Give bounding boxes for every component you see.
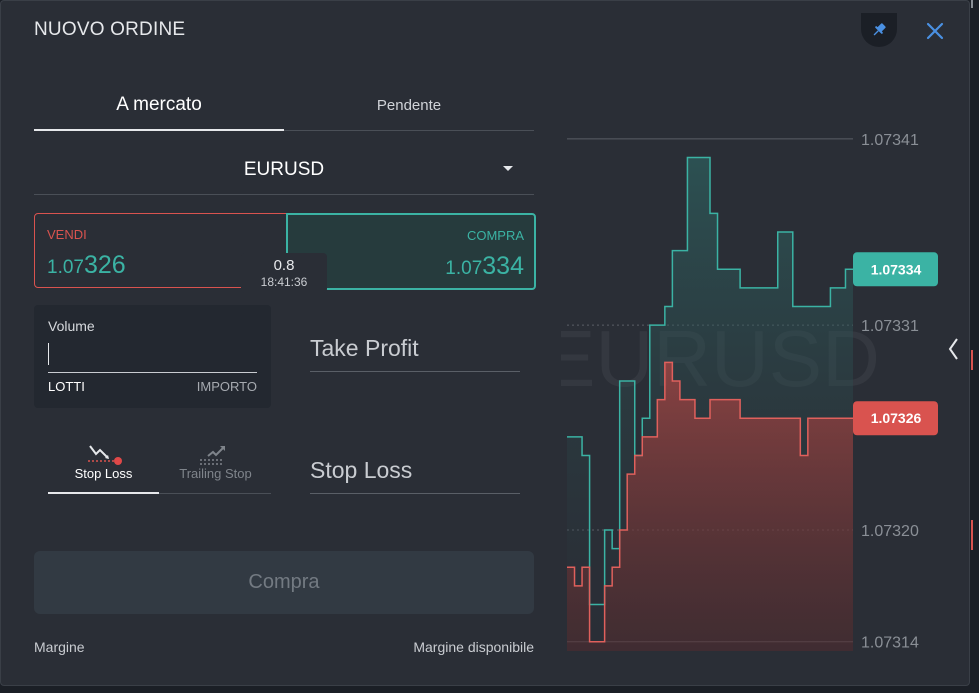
chevron-left-icon[interactable] [946, 337, 962, 361]
sell-series-line [567, 361, 853, 643]
tab-pending[interactable]: Pendente [376, 96, 442, 114]
buy-price-prefix: 1.07 [445, 258, 483, 279]
spread-badge: 0.8 18:41:36 [241, 253, 327, 293]
spread-value: 0.8 [273, 257, 295, 274]
buy-price-tag-bg [853, 252, 938, 287]
dialog-title: NUOVO ORDINE [34, 19, 186, 40]
tab-trailing-stop[interactable]: Trailing Stop [160, 439, 271, 492]
caret-down-icon [503, 166, 513, 171]
buy-price: 1.07334 [445, 252, 524, 281]
volume-label: Volume [48, 318, 95, 334]
y-tick-label: 1.07341 [861, 132, 919, 149]
text-cursor [48, 343, 49, 365]
buy-price-suffix: 334 [482, 252, 524, 280]
symbol-name: EURUSD [243, 159, 325, 180]
y-tick-label: 1.07331 [861, 318, 919, 335]
price-chart: EURUSD1.073411.073311.073201.073141.0733… [561, 132, 938, 652]
background-edge-red [971, 350, 973, 370]
volume-card: Volume LOTTI IMPORTO [34, 305, 271, 408]
sell-price-tag: 1.07326 [871, 410, 922, 426]
tab-market[interactable]: A mercato [34, 81, 284, 131]
sell-label: VENDI [47, 227, 87, 242]
stop-type-tabs: Stop Loss Trailing Stop [48, 439, 271, 494]
close-icon [926, 22, 944, 40]
buy-label: COMPRA [466, 228, 524, 243]
available-margin-label: Margine disponibile [413, 639, 534, 655]
background-edge [971, 0, 973, 8]
volume-input[interactable] [48, 342, 257, 373]
stop-loss-tab-label: Stop Loss [74, 466, 133, 481]
symbol-select[interactable]: EURUSD [34, 146, 534, 195]
stop-loss-field[interactable]: Stop Loss [310, 457, 520, 494]
close-button[interactable] [923, 19, 947, 43]
margin-label: Margine [34, 639, 85, 655]
quote-time: 18:41:36 [260, 275, 308, 289]
background-edge-red-2 [971, 520, 973, 550]
sell-price: 1.07326 [47, 251, 126, 280]
trailing-stop-tab-label: Trailing Stop [179, 466, 252, 481]
buy-price-tag: 1.07334 [871, 261, 922, 277]
unit-amount-toggle[interactable]: IMPORTO [196, 379, 257, 394]
y-tick-label: 1.07314 [861, 635, 919, 652]
sell-price-prefix: 1.07 [47, 257, 84, 278]
take-profit-field[interactable]: Take Profit [310, 335, 520, 372]
sell-price-suffix: 326 [83, 251, 126, 279]
trailing-stop-icon [200, 446, 225, 465]
pin-icon [873, 23, 886, 36]
pin-button[interactable] [861, 13, 897, 47]
buy-series-line [567, 156, 853, 606]
order-type-tabs: A mercato Pendente [34, 81, 534, 131]
unit-lots-toggle[interactable]: LOTTI [48, 379, 85, 394]
y-tick-label: 1.07320 [861, 523, 919, 540]
submit-buy-button[interactable]: Compra [34, 551, 534, 614]
buy-button[interactable]: COMPRA 1.07334 [286, 213, 536, 290]
tab-stop-loss[interactable]: Stop Loss [48, 439, 159, 494]
sell-price-tag-bg [853, 401, 938, 436]
stop-loss-icon [88, 445, 122, 465]
sell-area [567, 362, 853, 651]
